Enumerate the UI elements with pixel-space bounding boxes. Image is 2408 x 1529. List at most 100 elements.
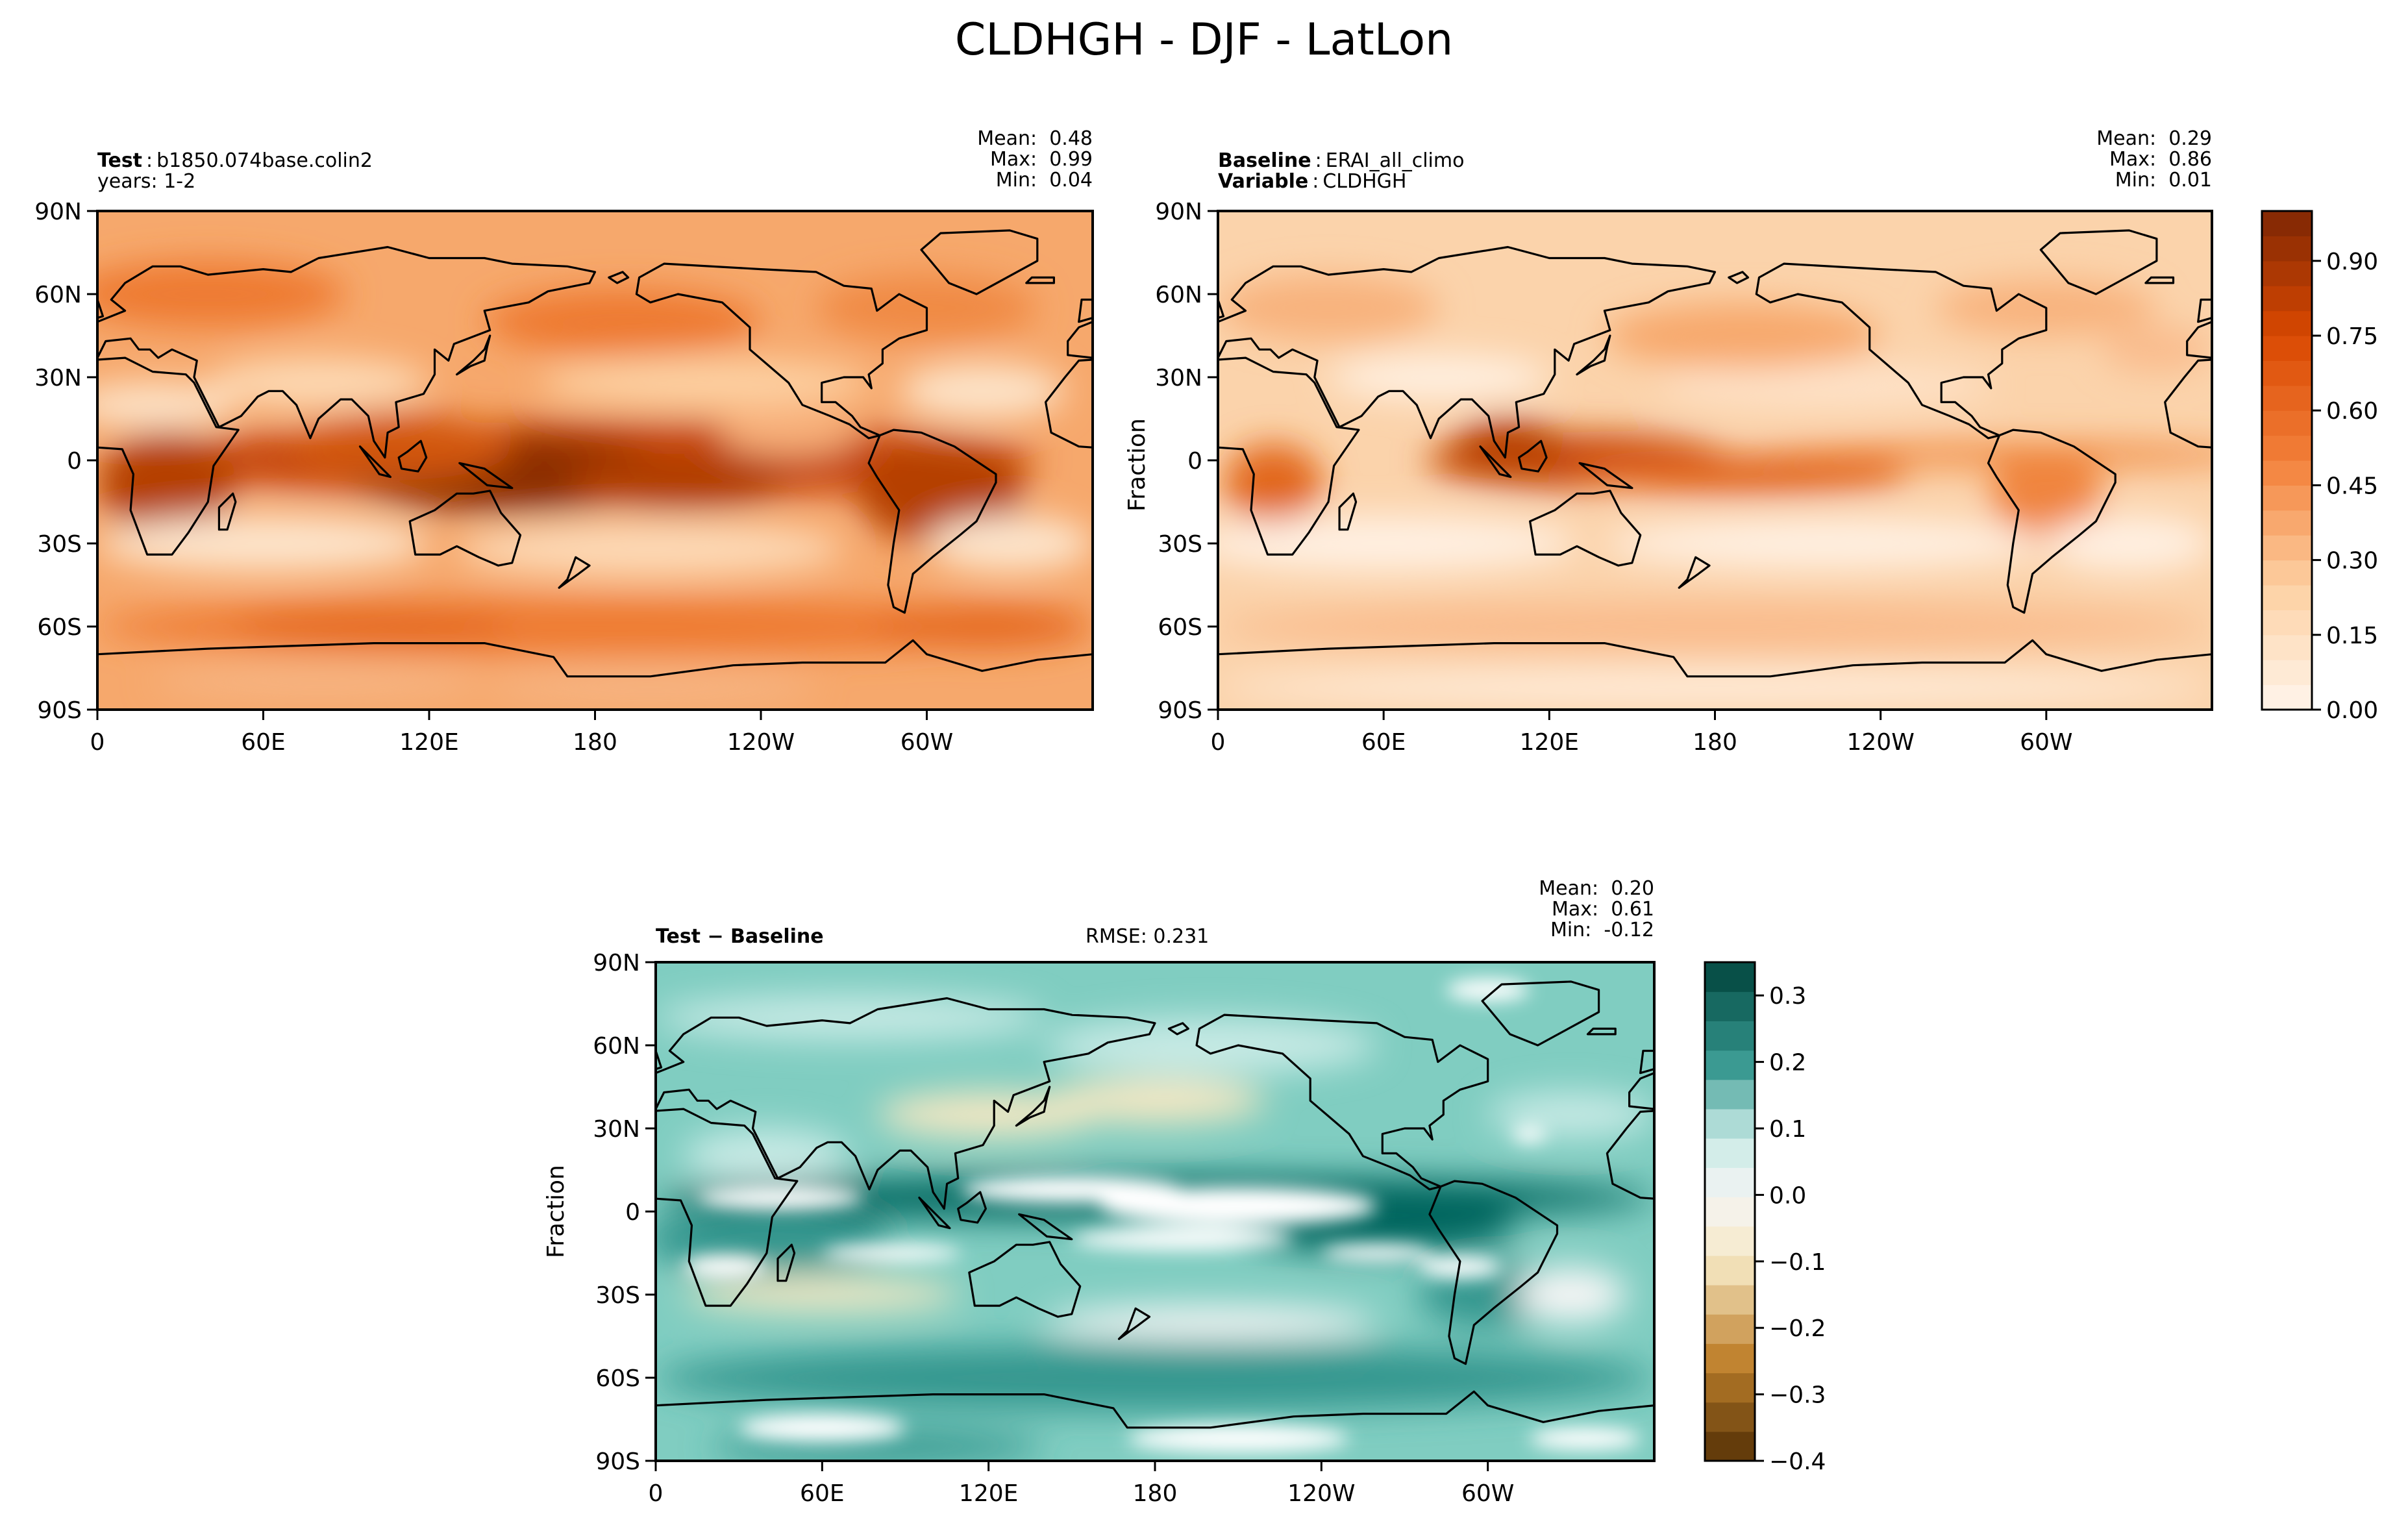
brbg-colorbar-segment — [1705, 1050, 1755, 1080]
brbg-colorbar-segment — [1705, 991, 1755, 1021]
base-field-region — [1452, 419, 1563, 475]
coastline-japan — [1576, 334, 1611, 376]
test-field-region — [97, 432, 236, 532]
base-field-region — [1218, 601, 2212, 652]
oranges-colorbar-outline — [2261, 210, 2313, 711]
test-years: years: 1-2 — [97, 170, 196, 193]
oranges-colorbar-tick-label: 0.00 — [2326, 697, 2378, 724]
diff-missing-region — [1529, 1427, 1641, 1450]
oranges-colorbar-segment — [2262, 535, 2312, 561]
y-tick-label: 90S — [37, 697, 82, 724]
test-field-region — [153, 665, 485, 699]
baseline-ylabel: Fraction — [1124, 418, 1150, 512]
oranges-colorbar-tick-label: 0.75 — [2326, 323, 2378, 350]
variable-label-bold: Variable — [1218, 170, 1309, 193]
base-field-region — [2046, 516, 2212, 571]
diff-label-bold: Test − Baseline — [656, 925, 824, 948]
coastline-samerica — [867, 429, 997, 614]
baseline-label: ERAI_all_climo — [1325, 149, 1465, 172]
y-tick-label: 0 — [1187, 448, 1202, 475]
oranges-colorbar: 0.00 0.15 0.30 0.45 0.60 0.75 0.90 — [2261, 210, 2378, 724]
diff-field-region — [656, 995, 1045, 1040]
y-tick-label: 90N — [1155, 199, 1202, 225]
coastline-borneo — [397, 440, 428, 473]
oranges-colorbar-segment — [2262, 260, 2312, 286]
brbg-colorbar-segment — [1705, 1021, 1755, 1051]
y-tick-label: 30N — [593, 1116, 640, 1143]
y-tick-label: 30S — [595, 1282, 640, 1309]
oranges-colorbar-tick-label: 0.30 — [2326, 548, 2378, 575]
coastline-iceland-wrap — [2144, 276, 2175, 284]
x-tick-label: 120W — [1287, 1480, 1355, 1507]
rmse-label: RMSE: 0.231 — [1086, 925, 1210, 948]
brbg-colorbar-segment — [1705, 1255, 1755, 1286]
coastline-madagascar — [1338, 492, 1358, 531]
coastline-sakhalin_ak — [608, 271, 630, 284]
diff-missing-region — [1446, 978, 1530, 1001]
base-field-region — [1218, 275, 1439, 342]
y-tick-label: 90N — [34, 199, 82, 225]
diff-missing-region — [697, 1186, 864, 1209]
test-label: b1850.074base.colin2 — [156, 149, 373, 172]
coastline-greenland — [920, 229, 1039, 295]
coastline-australia — [968, 1241, 1082, 1318]
coastline-newguinea — [1018, 1213, 1073, 1241]
variable-label: CLDHGH — [1322, 170, 1407, 193]
diff-field-region — [1044, 1017, 1377, 1073]
brbg-colorbar-segment — [1705, 962, 1755, 992]
brbg-colorbar-segment — [1705, 1402, 1755, 1432]
oranges-colorbar-segment — [2262, 460, 2312, 486]
brbg-colorbar-tick-label: 0.1 — [1769, 1116, 1806, 1143]
oranges-colorbar-tick-label: 0.15 — [2326, 623, 2378, 649]
diff-field-region — [683, 1278, 961, 1311]
oranges-colorbar-segment — [2262, 310, 2312, 336]
coastline-madagascar — [217, 492, 237, 531]
base-field-region — [1223, 443, 1323, 521]
coastline-africa — [656, 1108, 799, 1307]
coastline-eurasia — [1218, 245, 1717, 459]
y-tick-label: 90S — [1158, 697, 1202, 724]
brbg-colorbar-segment — [1705, 1284, 1755, 1315]
brbg-colorbar-segment — [1705, 1226, 1755, 1256]
coastline-borneo — [1518, 440, 1548, 473]
y-tick-label: 60N — [593, 1033, 640, 1060]
coastline-greenland — [1481, 980, 1600, 1047]
coastline-namerica — [1195, 1013, 1489, 1191]
diff-missing-region — [822, 1245, 961, 1262]
test-field — [97, 211, 1093, 710]
test-field-region — [208, 358, 429, 408]
x-tick-label: 0 — [1211, 729, 1226, 756]
x-tick-label: 120E — [399, 729, 458, 756]
coastline-nz — [558, 556, 591, 589]
oranges-colorbar-tick-label: 0.60 — [2326, 398, 2378, 425]
coastline-africa — [97, 356, 240, 556]
x-tick-label: 60W — [1461, 1480, 1514, 1507]
coastline-eurasia — [656, 997, 1156, 1210]
oranges-colorbar-tick-label: 0.90 — [2326, 249, 2378, 275]
diff-mean: 0.20 — [1611, 877, 1654, 900]
brbg-colorbar-segment — [1705, 1167, 1755, 1197]
test-field-region — [540, 358, 872, 408]
oranges-colorbar-segment — [2262, 385, 2312, 411]
brbg-colorbar-tick-label: 0.2 — [1769, 1050, 1806, 1076]
oranges-colorbar-segment — [2262, 560, 2312, 586]
coastline-antarctica — [656, 1390, 1654, 1461]
baseline-panel-header: Baseline: ERAI_all_climo Variable: CLDHGH — [1218, 149, 1465, 193]
oranges-colorbar-segment — [2262, 286, 2312, 312]
oranges-colorbar-segment — [2262, 360, 2312, 386]
y-tick-label: 60S — [595, 1365, 640, 1392]
brbg-colorbar-segment — [1705, 1197, 1755, 1227]
diff-missing-region — [739, 1413, 906, 1442]
test-mean: 0.48 — [1049, 127, 1093, 150]
coastline-samerica — [1987, 429, 2116, 614]
diff-missing-region — [1513, 1125, 1546, 1143]
base-field — [1218, 211, 2212, 710]
y-tick-label: 30N — [1155, 365, 1202, 392]
diff-missing-region — [1321, 1245, 1433, 1262]
base-field-region — [1659, 363, 1991, 408]
coastline-newguinea — [458, 462, 514, 490]
x-tick-label: 60E — [800, 1480, 845, 1507]
baseline-label-bold: Baseline — [1218, 149, 1311, 172]
coastline-samerica — [1428, 1180, 1559, 1365]
diff-missing-region — [1127, 1424, 1350, 1453]
